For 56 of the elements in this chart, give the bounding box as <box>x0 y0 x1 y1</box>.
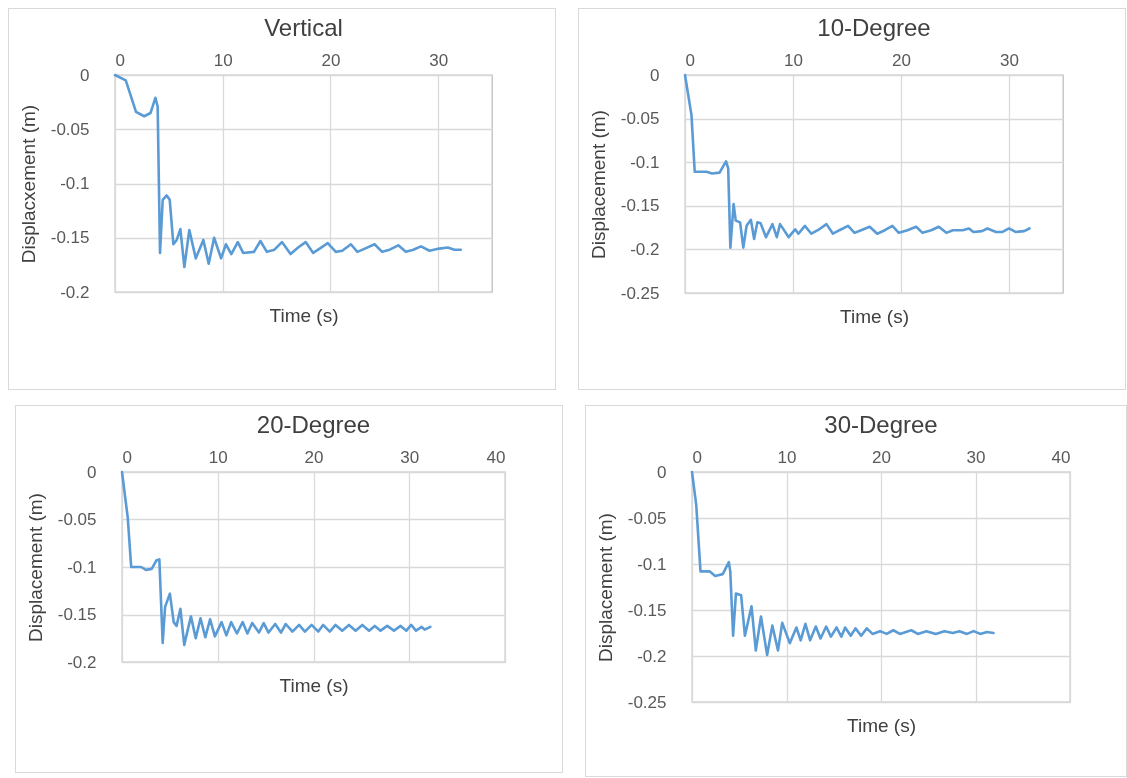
y-tick-label: 0 <box>650 65 660 85</box>
y-tick-label: -0.15 <box>50 228 90 248</box>
y-axis-title: Displacement (m) <box>587 110 609 259</box>
x-tick-label: 10 <box>784 50 803 70</box>
y-tick-label: -0.2 <box>637 646 667 666</box>
y-tick-label: -0.1 <box>630 152 660 172</box>
x-tick-label: 30 <box>400 447 420 467</box>
line-series <box>683 73 1031 249</box>
x-tick-label: 0 <box>692 447 702 467</box>
y-tick-label: -0.05 <box>57 510 97 529</box>
y-axis-title: Displacement (m) <box>594 513 616 662</box>
x-tick-label: 0 <box>115 50 125 70</box>
x-tick-label: 10 <box>213 50 233 70</box>
y-tick-label: -0.2 <box>630 239 660 259</box>
y-tick-label: -0.2 <box>60 282 90 302</box>
y-tick-label: 0 <box>80 65 90 85</box>
y-tick-label: -0.15 <box>620 196 660 216</box>
y-tick-label: -0.1 <box>67 557 97 577</box>
x-tick-label: 40 <box>486 447 506 467</box>
x-axis-title: Time (s) <box>847 714 916 736</box>
x-axis-title: Time (s) <box>269 304 339 326</box>
x-tick-label: 30 <box>966 447 986 467</box>
chart-title: Vertical <box>264 14 343 41</box>
y-tick-label: 0 <box>657 462 667 482</box>
x-tick-label: 10 <box>777 447 797 467</box>
line-series <box>120 470 432 647</box>
y-tick-label: -0.1 <box>60 174 90 193</box>
y-tick-label: 0 <box>87 462 97 482</box>
x-tick-label: 40 <box>1051 447 1071 467</box>
x-tick-label: 20 <box>892 50 911 70</box>
chart-title: 10-Degree <box>817 14 931 41</box>
y-axis-title: Displacement (m) <box>24 493 46 642</box>
y-tick-label: -0.15 <box>57 605 97 624</box>
y-tick-label: -0.25 <box>620 283 660 303</box>
y-tick-label: -0.1 <box>637 554 667 574</box>
x-tick-label: 20 <box>304 447 324 467</box>
x-tick-label: 30 <box>1000 50 1019 70</box>
y-tick-label: -0.25 <box>627 692 667 712</box>
x-tick-label: 0 <box>122 447 132 467</box>
x-tick-label: 20 <box>872 447 891 467</box>
x-tick-label: 30 <box>429 50 449 70</box>
x-axis-title: Time (s) <box>840 305 909 327</box>
x-tick-label: 10 <box>208 447 228 467</box>
chart-title: 30-Degree <box>824 411 938 438</box>
line-series <box>113 73 463 269</box>
line-series <box>690 470 995 657</box>
y-axis-title: Displacxement (m) <box>17 104 39 264</box>
y-tick-label: -0.05 <box>50 119 90 139</box>
y-tick-label: -0.15 <box>627 600 667 620</box>
y-tick-label: -0.05 <box>620 109 660 129</box>
x-tick-label: 0 <box>685 50 695 70</box>
y-tick-label: -0.2 <box>67 652 97 672</box>
y-tick-label: -0.05 <box>627 508 667 528</box>
x-axis-title: Time (s) <box>279 674 349 696</box>
x-tick-label: 20 <box>321 50 341 70</box>
chart-title: 20-Degree <box>256 411 371 438</box>
